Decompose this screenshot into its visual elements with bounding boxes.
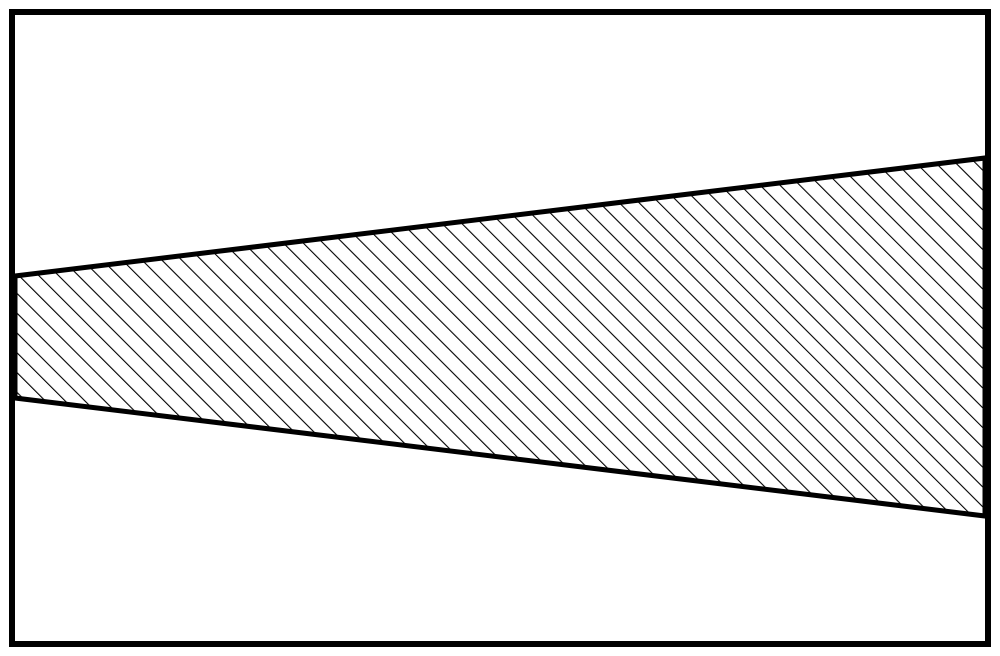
schematic-diagram [0,0,1000,656]
diagram-container [0,0,1000,656]
